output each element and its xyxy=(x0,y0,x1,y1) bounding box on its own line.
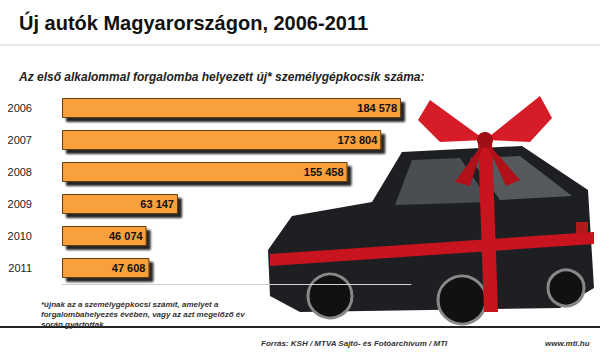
svg-text:184 578: 184 578 xyxy=(357,102,397,114)
svg-text:során gyártottak: során gyártottak xyxy=(41,320,104,329)
svg-text:63 147: 63 147 xyxy=(140,198,174,210)
svg-text:Új autók Magyarországon, 2006-: Új autók Magyarországon, 2006-2011 xyxy=(19,11,368,34)
svg-text:47 608: 47 608 xyxy=(112,262,146,274)
svg-text:2010: 2010 xyxy=(8,230,32,242)
svg-text:forgalombahelyezés évében, vag: forgalombahelyezés évében, vagy az azt m… xyxy=(41,310,247,319)
svg-text:2006: 2006 xyxy=(8,102,32,114)
svg-text:46 074: 46 074 xyxy=(109,230,144,242)
svg-text:2007: 2007 xyxy=(8,134,32,146)
svg-text:155 458: 155 458 xyxy=(304,166,344,178)
svg-text:2011: 2011 xyxy=(8,262,32,274)
svg-text:2008: 2008 xyxy=(8,166,32,178)
svg-text:*újnak az a személygépkocsi sz: *újnak az a személygépkocsi számít, amel… xyxy=(41,300,221,309)
svg-text:Forrás: KSH / MTVA Sajtó- és F: Forrás: KSH / MTVA Sajtó- és Fotóarchívu… xyxy=(261,339,448,348)
svg-text:173 804: 173 804 xyxy=(337,134,378,146)
svg-text:www.mti.hu: www.mti.hu xyxy=(545,339,590,348)
svg-text:Az első alkalommal forgalomba: Az első alkalommal forgalomba helyezett … xyxy=(18,70,425,84)
svg-text:2009: 2009 xyxy=(8,198,32,210)
